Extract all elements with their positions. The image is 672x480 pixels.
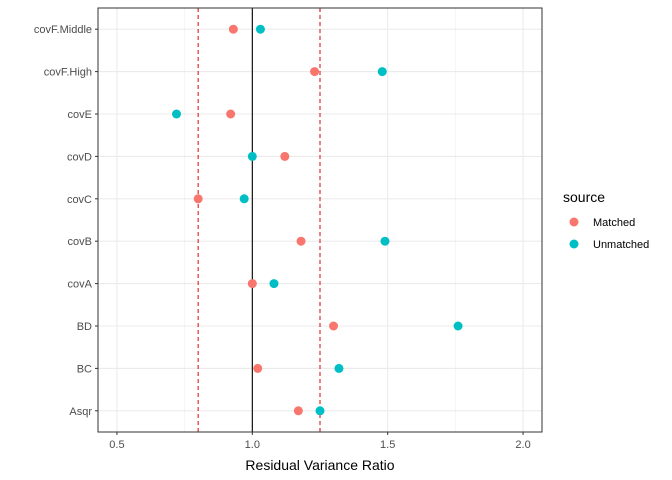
x-axis-title: Residual Variance Ratio — [245, 457, 394, 473]
y-tick-label: covA — [68, 279, 93, 291]
point-matched-covc — [193, 194, 203, 204]
point-unmatched-covd — [247, 151, 257, 161]
point-unmatched-bd — [453, 321, 463, 331]
point-unmatched-cove — [172, 109, 182, 119]
y-tick-label: Asqr — [69, 406, 92, 418]
y-tick-label: BC — [77, 363, 92, 375]
point-matched-covf-high — [310, 67, 320, 77]
reference-lines — [197, 8, 321, 432]
y-tick-label: covB — [68, 236, 92, 248]
point-matched-covd — [280, 151, 290, 161]
legend-key-matched — [569, 217, 579, 227]
y-tick-label: covD — [67, 151, 92, 163]
legend-label-matched: Matched — [593, 217, 635, 229]
panel-border — [97, 7, 543, 433]
y-tick-label: covF.Middle — [34, 24, 92, 36]
point-unmatched-covb — [380, 236, 390, 246]
point-unmatched-cova — [269, 279, 279, 289]
data-points — [172, 24, 463, 416]
y-tick-label: covE — [68, 109, 92, 121]
point-matched-bc — [253, 363, 263, 373]
point-unmatched-asqr — [315, 406, 325, 416]
point-unmatched-covc — [239, 194, 249, 204]
point-matched-asqr — [293, 406, 303, 416]
point-unmatched-bc — [334, 363, 344, 373]
legend-label-unmatched: Unmatched — [593, 239, 649, 251]
point-matched-cove — [226, 109, 236, 119]
y-tick-label: covC — [67, 194, 92, 206]
x-tick-label: 1.0 — [245, 439, 260, 451]
point-matched-covb — [296, 236, 306, 246]
point-unmatched-covf-middle — [255, 24, 265, 34]
x-tick-label: 0.5 — [109, 439, 124, 451]
x-axis: 0.5 1.0 1.5 2.0 — [109, 432, 531, 451]
y-tick-label: covF.High — [44, 67, 92, 79]
point-matched-cova — [247, 279, 257, 289]
x-tick-label: 2.0 — [515, 439, 530, 451]
legend: source Matched Unmatched — [563, 189, 649, 251]
y-tick-label: BD — [77, 321, 92, 333]
legend-title: source — [563, 189, 605, 205]
x-tick-label: 1.5 — [380, 439, 395, 451]
point-matched-covf-middle — [228, 24, 238, 34]
y-axis: Asqr BC BD covA covB covC covD covE covF.High cov… — [34, 24, 98, 418]
point-matched-bd — [329, 321, 339, 331]
point-unmatched-covf-high — [377, 67, 387, 77]
legend-key-unmatched — [569, 239, 579, 249]
